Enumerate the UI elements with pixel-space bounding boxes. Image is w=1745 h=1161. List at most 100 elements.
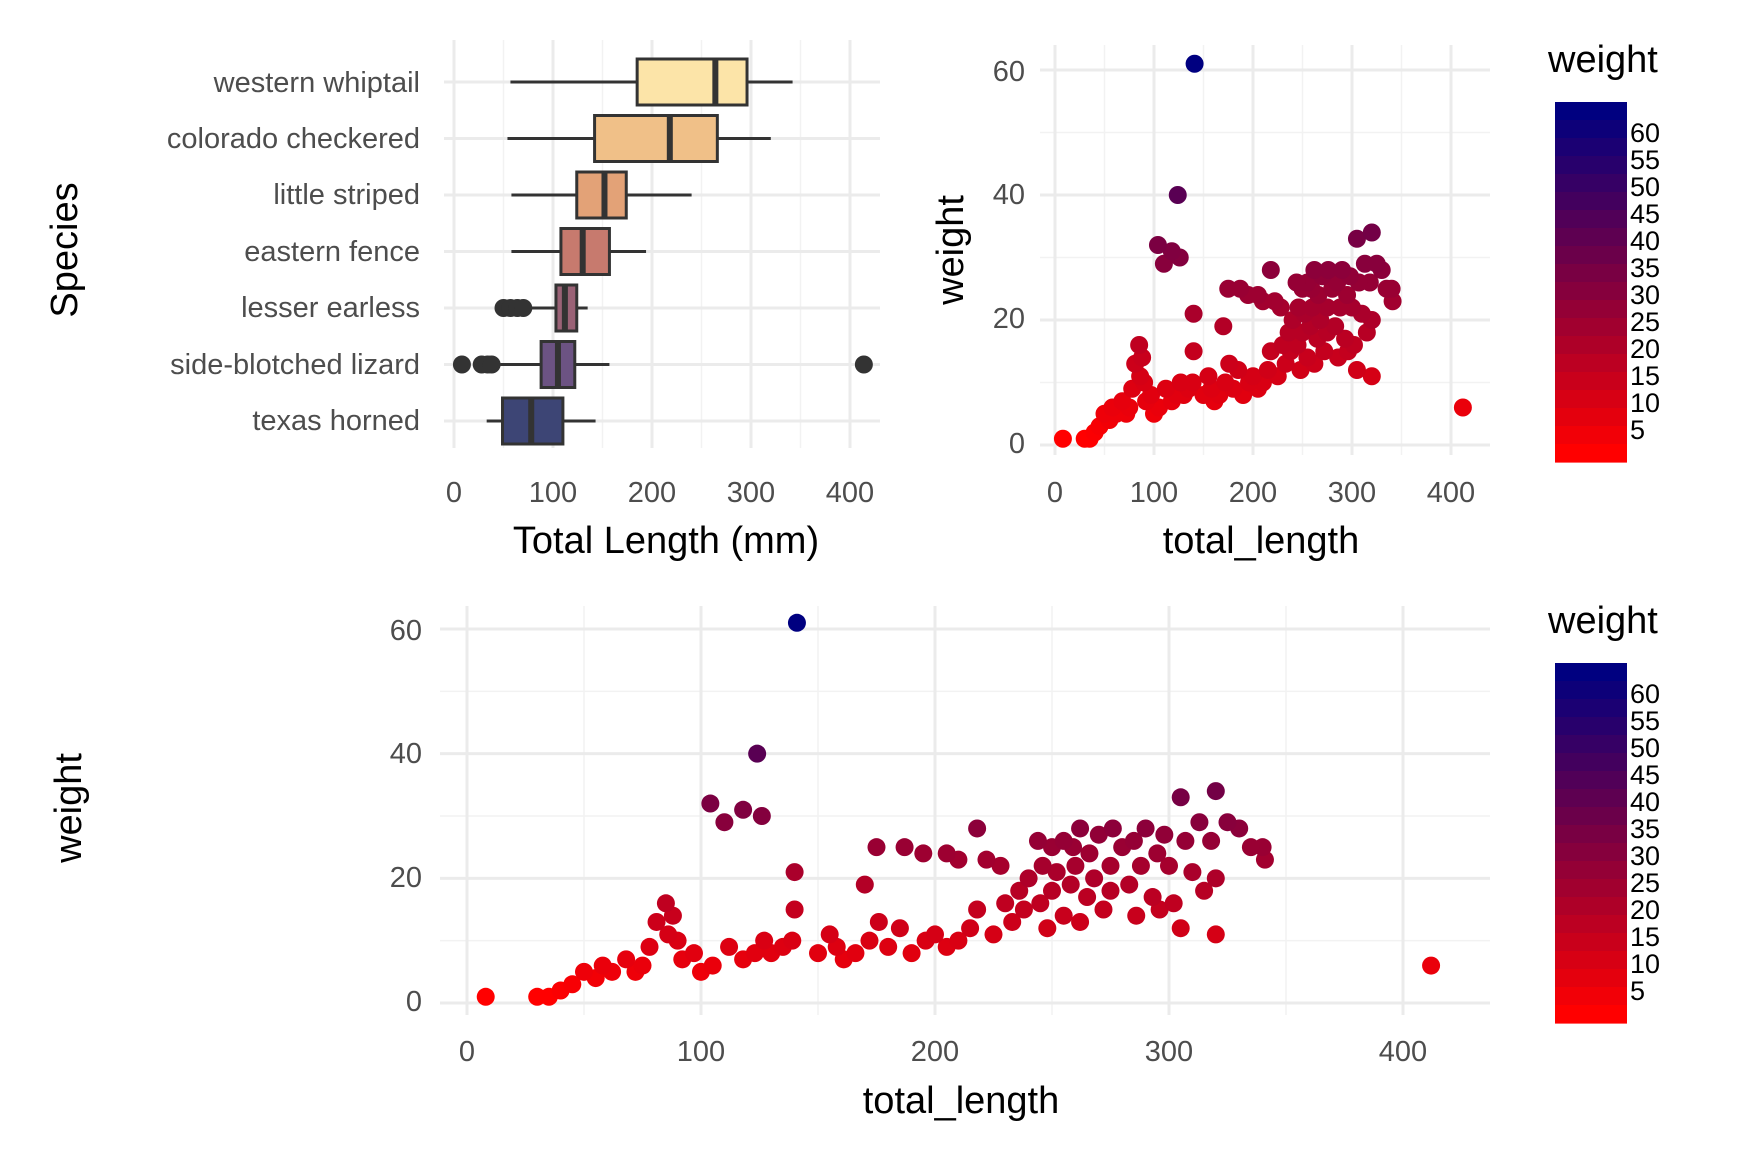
data-point (1047, 863, 1066, 882)
y-tick-label: 40 (993, 179, 1025, 211)
data-point (1031, 894, 1050, 913)
data-point (977, 850, 996, 869)
x-tick-label: 300 (1328, 477, 1376, 509)
colorbar-segment (1555, 735, 1627, 754)
colorbar-segment (1555, 879, 1627, 898)
data-point (1362, 367, 1381, 386)
colorbar-segment (1555, 138, 1627, 157)
data-point (1305, 261, 1324, 279)
colorbar-segment (1555, 825, 1627, 844)
data-point (1014, 900, 1033, 919)
legend-label: 55 (1630, 706, 1660, 736)
colorbar-segment (1555, 336, 1627, 355)
data-point (1160, 856, 1178, 875)
data-point (1148, 236, 1167, 254)
data-point (1214, 317, 1233, 336)
data-point (937, 844, 956, 863)
data-point (1219, 279, 1238, 298)
legend-label: 50 (1630, 172, 1660, 202)
data-point (1061, 875, 1080, 894)
colorbar-segment (1555, 843, 1627, 862)
data-point (1336, 329, 1355, 348)
colorbar-segment (1555, 372, 1627, 391)
y-tick-label: 60 (993, 56, 1025, 88)
colorbar-segment (1555, 156, 1627, 175)
data-point (715, 813, 734, 832)
scatter-top-grid (1040, 45, 1490, 455)
data-point (1318, 298, 1337, 317)
data-point (1190, 813, 1209, 832)
data-point (640, 937, 659, 956)
data-point (1168, 186, 1187, 204)
x-tick-label: 300 (727, 477, 775, 509)
data-point (575, 962, 593, 981)
scatter-top-x-axis-title: total_length (1163, 520, 1360, 562)
data-point (1054, 831, 1073, 850)
y-tick-label: 20 (993, 303, 1025, 335)
data-point (1155, 825, 1174, 844)
scatter-bottom-x-tick-labels: 0 100 200 300 400 (459, 1036, 1427, 1068)
data-point (1071, 912, 1090, 931)
data-point (1347, 361, 1366, 379)
scatter-bottom-points (476, 613, 1441, 1006)
data-point (1080, 844, 1099, 863)
scatter-bottom-grid (440, 606, 1490, 1015)
legend-colorbar (1555, 663, 1627, 1024)
box-body (635, 57, 749, 107)
colorbar-segment (1555, 318, 1627, 337)
box-outlier (514, 299, 533, 317)
data-point (1338, 286, 1357, 304)
legend-label: 30 (1630, 841, 1660, 871)
y-tick-label: western whiptail (213, 67, 420, 99)
colorbar-segment (1555, 282, 1627, 301)
x-tick-label: 200 (628, 477, 676, 509)
y-tick-label: 0 (1009, 428, 1025, 460)
data-point (1195, 881, 1214, 900)
data-point (1453, 398, 1472, 417)
legend-label: 10 (1630, 949, 1660, 979)
box-outlier (854, 355, 873, 374)
legend-label: 60 (1630, 679, 1660, 709)
data-point (1038, 919, 1057, 938)
x-tick-label: 100 (1130, 477, 1178, 509)
data-point (1130, 336, 1149, 354)
data-point (752, 807, 771, 825)
color-legend-top: weight 60 55 50 45 40 35 30 25 20 15 10 … (1547, 39, 1660, 463)
data-point (860, 931, 879, 950)
legend-title: weight (1547, 600, 1658, 642)
data-point (1101, 881, 1120, 900)
data-point (949, 931, 968, 950)
colorbar-segment (1555, 408, 1627, 427)
boxplot-y-tick-labels: western whiptail colorado checkered litt… (167, 67, 420, 437)
data-point (1216, 373, 1235, 392)
colorbar-segment (1555, 120, 1627, 139)
data-point (1148, 844, 1167, 863)
data-point (1202, 831, 1221, 850)
y-tick-label: 60 (390, 615, 422, 647)
scatter-top-x-tick-labels: 0 100 200 300 400 (1047, 477, 1475, 509)
data-point (820, 925, 839, 944)
data-point (867, 838, 886, 857)
data-point (926, 925, 944, 944)
data-point (1053, 429, 1072, 448)
colorbar-segment (1555, 390, 1627, 409)
data-point (1176, 831, 1195, 850)
colorbar-segment (1555, 663, 1627, 682)
x-tick-label: 100 (529, 477, 577, 509)
legend-label: 10 (1630, 388, 1660, 418)
colorbar-segment (1555, 210, 1627, 229)
x-tick-label: 300 (1145, 1036, 1193, 1068)
y-tick-label: colorado checkered (167, 123, 420, 155)
data-point (1164, 894, 1183, 913)
colorbar-segment (1555, 951, 1627, 970)
data-point (1101, 856, 1120, 875)
legend-label: 5 (1630, 976, 1645, 1006)
colorbar-segment (1555, 102, 1627, 121)
legend-label: 35 (1630, 253, 1660, 283)
colorbar-segment (1555, 807, 1627, 826)
x-tick-label: 100 (677, 1036, 725, 1068)
data-point (890, 919, 909, 938)
x-tick-label: 400 (1427, 477, 1475, 509)
color-legend-bottom: weight 60 55 50 45 40 35 30 25 20 15 10 … (1547, 600, 1660, 1024)
colorbar-segment (1555, 915, 1627, 934)
